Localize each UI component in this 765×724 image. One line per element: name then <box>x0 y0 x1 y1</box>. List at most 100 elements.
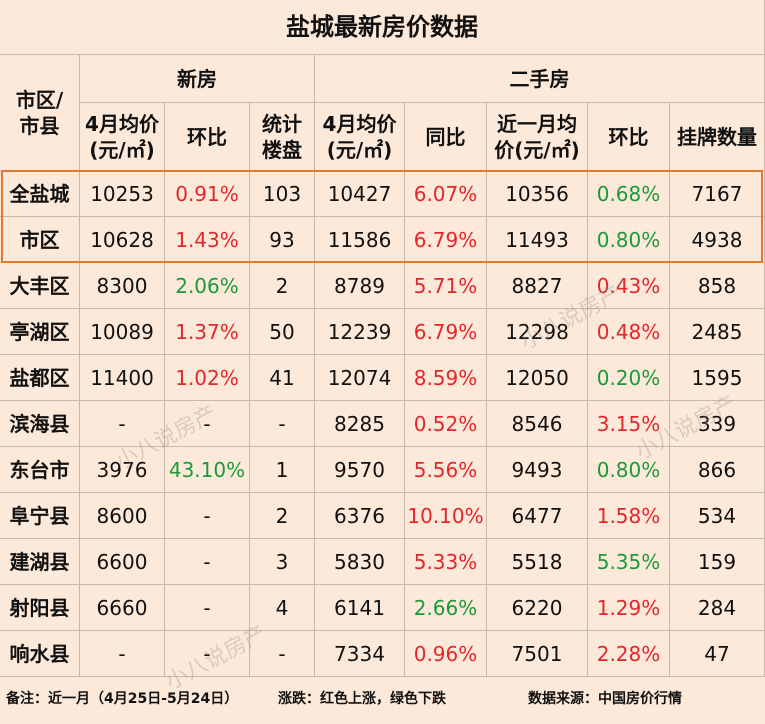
text-line: 环比 <box>187 124 227 149</box>
column-header: 近一月均 价(元/㎡) <box>487 103 588 171</box>
table-cell: 3976 <box>80 447 165 493</box>
table-cell: 6660 <box>80 585 165 631</box>
table-cell: 0.91% <box>165 171 250 217</box>
table-cell: 6600 <box>80 539 165 585</box>
table-cell: 9493 <box>487 447 588 493</box>
table-cell: 2.28% <box>588 631 670 677</box>
table-cell: 12050 <box>487 355 588 401</box>
table-cell: 10427 <box>315 171 405 217</box>
table-cell: 8827 <box>487 263 588 309</box>
table-cell: 0.20% <box>588 355 670 401</box>
table-cell: - <box>165 401 250 447</box>
table-cell: 6376 <box>315 493 405 539</box>
table-cell: 8546 <box>487 401 588 447</box>
row-label: 盐都区 <box>0 355 80 401</box>
region-header: 市区/市县 <box>0 55 80 171</box>
column-header: 环比 <box>588 103 670 171</box>
table-cell: 8285 <box>315 401 405 447</box>
text-line: 市县 <box>19 113 60 138</box>
table-cell: 11400 <box>80 355 165 401</box>
column-header: 统计 楼盘 <box>250 103 315 171</box>
table-cell: 1.29% <box>588 585 670 631</box>
table-cell: 10253 <box>80 171 165 217</box>
group-header: 二手房 <box>315 55 765 103</box>
table-cell: 0.80% <box>588 447 670 493</box>
table-cell: 8600 <box>80 493 165 539</box>
table-cell: 8300 <box>80 263 165 309</box>
table-cell: 5.56% <box>405 447 487 493</box>
table-cell: 1.02% <box>165 355 250 401</box>
row-label: 亭湖区 <box>0 309 80 355</box>
table-cell: 2.06% <box>165 263 250 309</box>
table-cell: 10089 <box>80 309 165 355</box>
row-label: 阜宁县 <box>0 493 80 539</box>
table-cell: - <box>165 631 250 677</box>
row-label: 射阳县 <box>0 585 80 631</box>
table-cell: 47 <box>670 631 765 677</box>
title: 盐城最新房价数据 <box>0 0 765 55</box>
column-header: 4月均价 (元/㎡) <box>315 103 405 171</box>
text-line: (元/㎡) <box>89 137 155 162</box>
table-cell: 0.68% <box>588 171 670 217</box>
table-cell: 3 <box>250 539 315 585</box>
table-cell: 5.33% <box>405 539 487 585</box>
text-line: 同比 <box>425 124 466 149</box>
table-cell: 12074 <box>315 355 405 401</box>
table-cell: 159 <box>670 539 765 585</box>
text-line: (元/㎡) <box>326 137 393 162</box>
table-cell: 8.59% <box>405 355 487 401</box>
table-cell: - <box>80 401 165 447</box>
table-cell: 50 <box>250 309 315 355</box>
table-cell: 6.79% <box>405 309 487 355</box>
text-line: 4月均价 <box>85 111 159 136</box>
table-cell: 339 <box>670 401 765 447</box>
table-cell: - <box>80 631 165 677</box>
table-cell: 6141 <box>315 585 405 631</box>
table-cell: 6477 <box>487 493 588 539</box>
table-cell: 1595 <box>670 355 765 401</box>
footer-trend-note: 涨跌：红色上涨，绿色下跌 <box>278 691 446 707</box>
text-line: 价(元/㎡) <box>494 137 580 162</box>
table-cell: - <box>250 401 315 447</box>
table-cell: 0.96% <box>405 631 487 677</box>
table-cell: 858 <box>670 263 765 309</box>
text-line: 楼盘 <box>262 137 302 162</box>
table-cell: 0.43% <box>588 263 670 309</box>
footer-source: 数据来源：中国房价行情 <box>528 691 682 707</box>
table-cell: 5518 <box>487 539 588 585</box>
column-header: 4月均价 (元/㎡) <box>80 103 165 171</box>
row-label: 东台市 <box>0 447 80 493</box>
table-cell: 103 <box>250 171 315 217</box>
table-cell: 10.10% <box>405 493 487 539</box>
column-header: 环比 <box>165 103 250 171</box>
text-line: 近一月均 <box>497 111 577 136</box>
table-cell: 5.35% <box>588 539 670 585</box>
row-label: 大丰区 <box>0 263 80 309</box>
table-cell: 12239 <box>315 309 405 355</box>
column-header: 同比 <box>405 103 487 171</box>
table-cell: 2.66% <box>405 585 487 631</box>
table-cell: 1 <box>250 447 315 493</box>
table-cell: 866 <box>670 447 765 493</box>
text-line: 挂牌数量 <box>677 124 757 149</box>
column-header: 挂牌数量 <box>670 103 765 171</box>
table-cell: 6220 <box>487 585 588 631</box>
table-cell: 534 <box>670 493 765 539</box>
table-cell: 7334 <box>315 631 405 677</box>
table-cell: - <box>165 493 250 539</box>
table-cell: - <box>165 585 250 631</box>
row-label: 全盐城 <box>0 171 80 217</box>
table-cell: 9570 <box>315 447 405 493</box>
table-cell: 1.58% <box>588 493 670 539</box>
table-cell: 0.48% <box>588 309 670 355</box>
table-cell: 43.10% <box>165 447 250 493</box>
table-cell: 6.07% <box>405 171 487 217</box>
table-cell: 3.15% <box>588 401 670 447</box>
table-cell: 41 <box>250 355 315 401</box>
table-cell: 1.37% <box>165 309 250 355</box>
table-cell: 0.52% <box>405 401 487 447</box>
table-cell: 10356 <box>487 171 588 217</box>
table-cell: 2 <box>250 493 315 539</box>
text-line: 统计 <box>262 111 302 136</box>
